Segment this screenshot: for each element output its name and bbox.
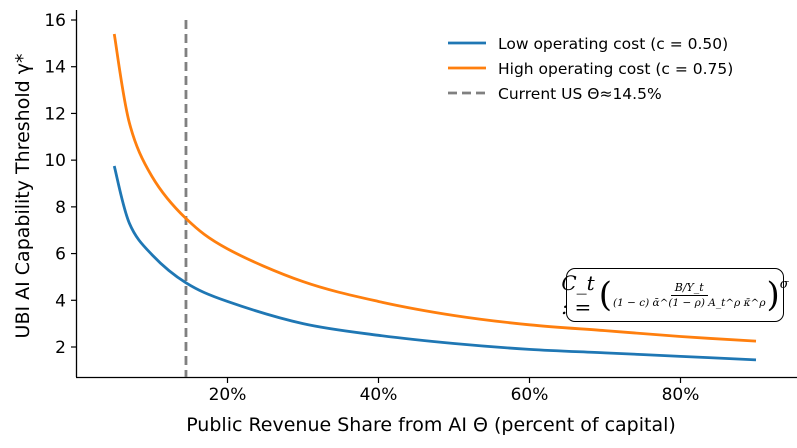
- x-tick-label: 60%: [511, 385, 549, 405]
- formula-right-paren: ): [766, 275, 780, 315]
- legend: Low operating cost (c = 0.50) High opera…: [448, 35, 733, 103]
- formula-left-paren: (: [598, 275, 612, 315]
- legend-label-low-cost: Low operating cost (c = 0.50): [498, 35, 728, 53]
- series-line-high-cost: [112, 33, 757, 343]
- x-ticks: 20% 40% 60% 80%: [209, 377, 700, 405]
- y-tick-label: 8: [55, 198, 66, 218]
- formula-annotation: C_t : = ( B/Y_t (1 − c) ᾱ^(1 − ρ) A_t^ρ …: [561, 268, 789, 322]
- series-group: [112, 33, 757, 362]
- formula-lhs: C_t : =: [561, 271, 595, 319]
- y-tick-label: 6: [55, 245, 66, 265]
- x-tick-label: 80%: [662, 385, 700, 405]
- y-tick-label: 16: [44, 11, 66, 31]
- formula-fraction: B/Y_t (1 − c) ᾱ^(1 − ρ) A_t^ρ κ̄^ρ: [613, 281, 766, 309]
- legend-label-reference: Current US Θ≈14.5%: [498, 85, 662, 103]
- y-tick-label: 10: [44, 151, 66, 171]
- y-tick-label: 4: [55, 291, 66, 311]
- x-tick-label: 20%: [209, 385, 247, 405]
- y-ticks: 2 4 6 8 10 12 14 16: [44, 11, 77, 358]
- legend-label-high-cost: High operating cost (c = 0.75): [498, 60, 733, 78]
- x-axis-title: Public Revenue Share from AI Θ (percent …: [186, 414, 676, 436]
- series-line-low-cost: [112, 165, 757, 362]
- x-tick-label: 40%: [360, 385, 398, 405]
- y-tick-label: 12: [44, 104, 66, 124]
- formula-denominator: (1 − c) ᾱ^(1 − ρ) A_t^ρ κ̄^ρ: [612, 297, 766, 309]
- y-tick-label: 14: [44, 58, 66, 78]
- formula-numerator: B/Y_t: [670, 281, 708, 296]
- formula-exponent: σ: [779, 277, 789, 292]
- y-tick-label: 2: [55, 338, 66, 358]
- y-axis-title: UBI AI Capability Threshold γ*: [12, 54, 34, 339]
